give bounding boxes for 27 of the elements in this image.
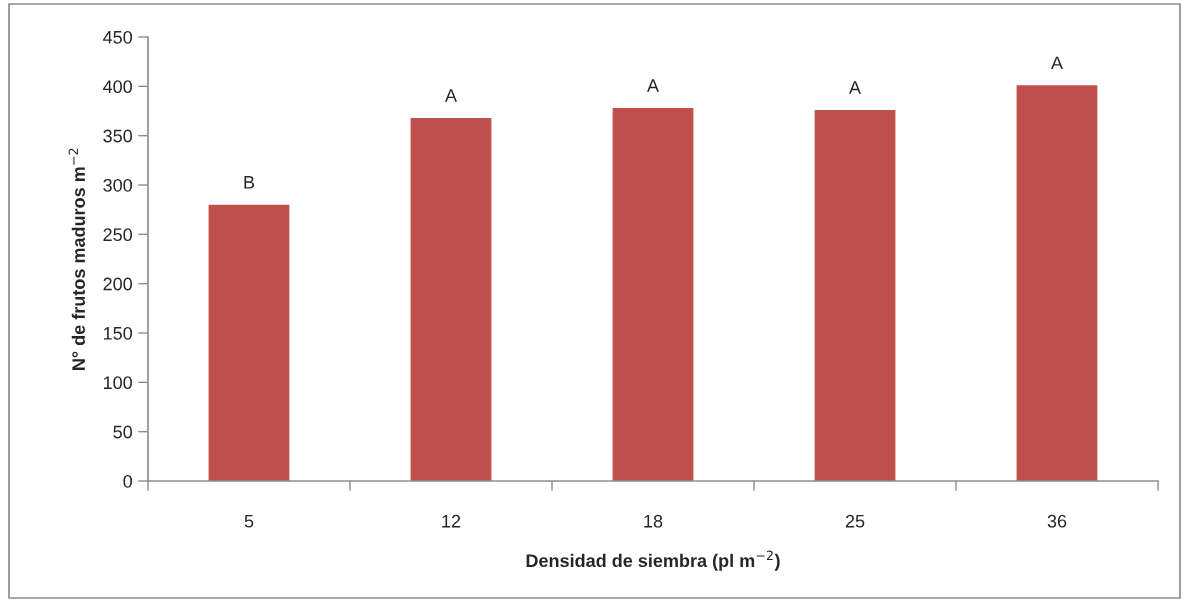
- y-tick-label: 50: [113, 425, 133, 439]
- x-tick-label: 36: [1047, 514, 1067, 528]
- y-tick-label: 200: [103, 277, 133, 291]
- bar: [814, 110, 896, 481]
- y-tick-label: 0: [123, 474, 133, 488]
- y-tick-label: 150: [103, 326, 133, 340]
- annotation: A: [445, 89, 457, 102]
- y-tick-label: 450: [103, 30, 133, 44]
- x-tick-label: 18: [644, 514, 663, 528]
- y-tick-label: 100: [103, 376, 133, 390]
- bar: [410, 117, 492, 481]
- annotation: A: [849, 81, 861, 94]
- x-axis-title: Densidad de siembra (pl m$^{−2}$): [526, 550, 780, 571]
- bar: [1016, 85, 1098, 481]
- y-tick-label: 400: [103, 80, 133, 94]
- y-tick-label: 350: [103, 129, 133, 143]
- x-tick-label: 12: [442, 514, 461, 528]
- x-tick-label: 5: [244, 515, 254, 528]
- annotation: A: [647, 79, 659, 92]
- y-tick-label: 300: [103, 178, 133, 192]
- bar: [208, 204, 290, 481]
- bar: [612, 108, 694, 481]
- y-axis-title: N° de frutos maduros m$^{−2}$: [68, 148, 85, 370]
- x-tick-label: 25: [845, 514, 865, 528]
- annotation: A: [1051, 56, 1063, 70]
- annotation: B: [244, 176, 255, 189]
- y-tick-label: 250: [103, 228, 133, 242]
